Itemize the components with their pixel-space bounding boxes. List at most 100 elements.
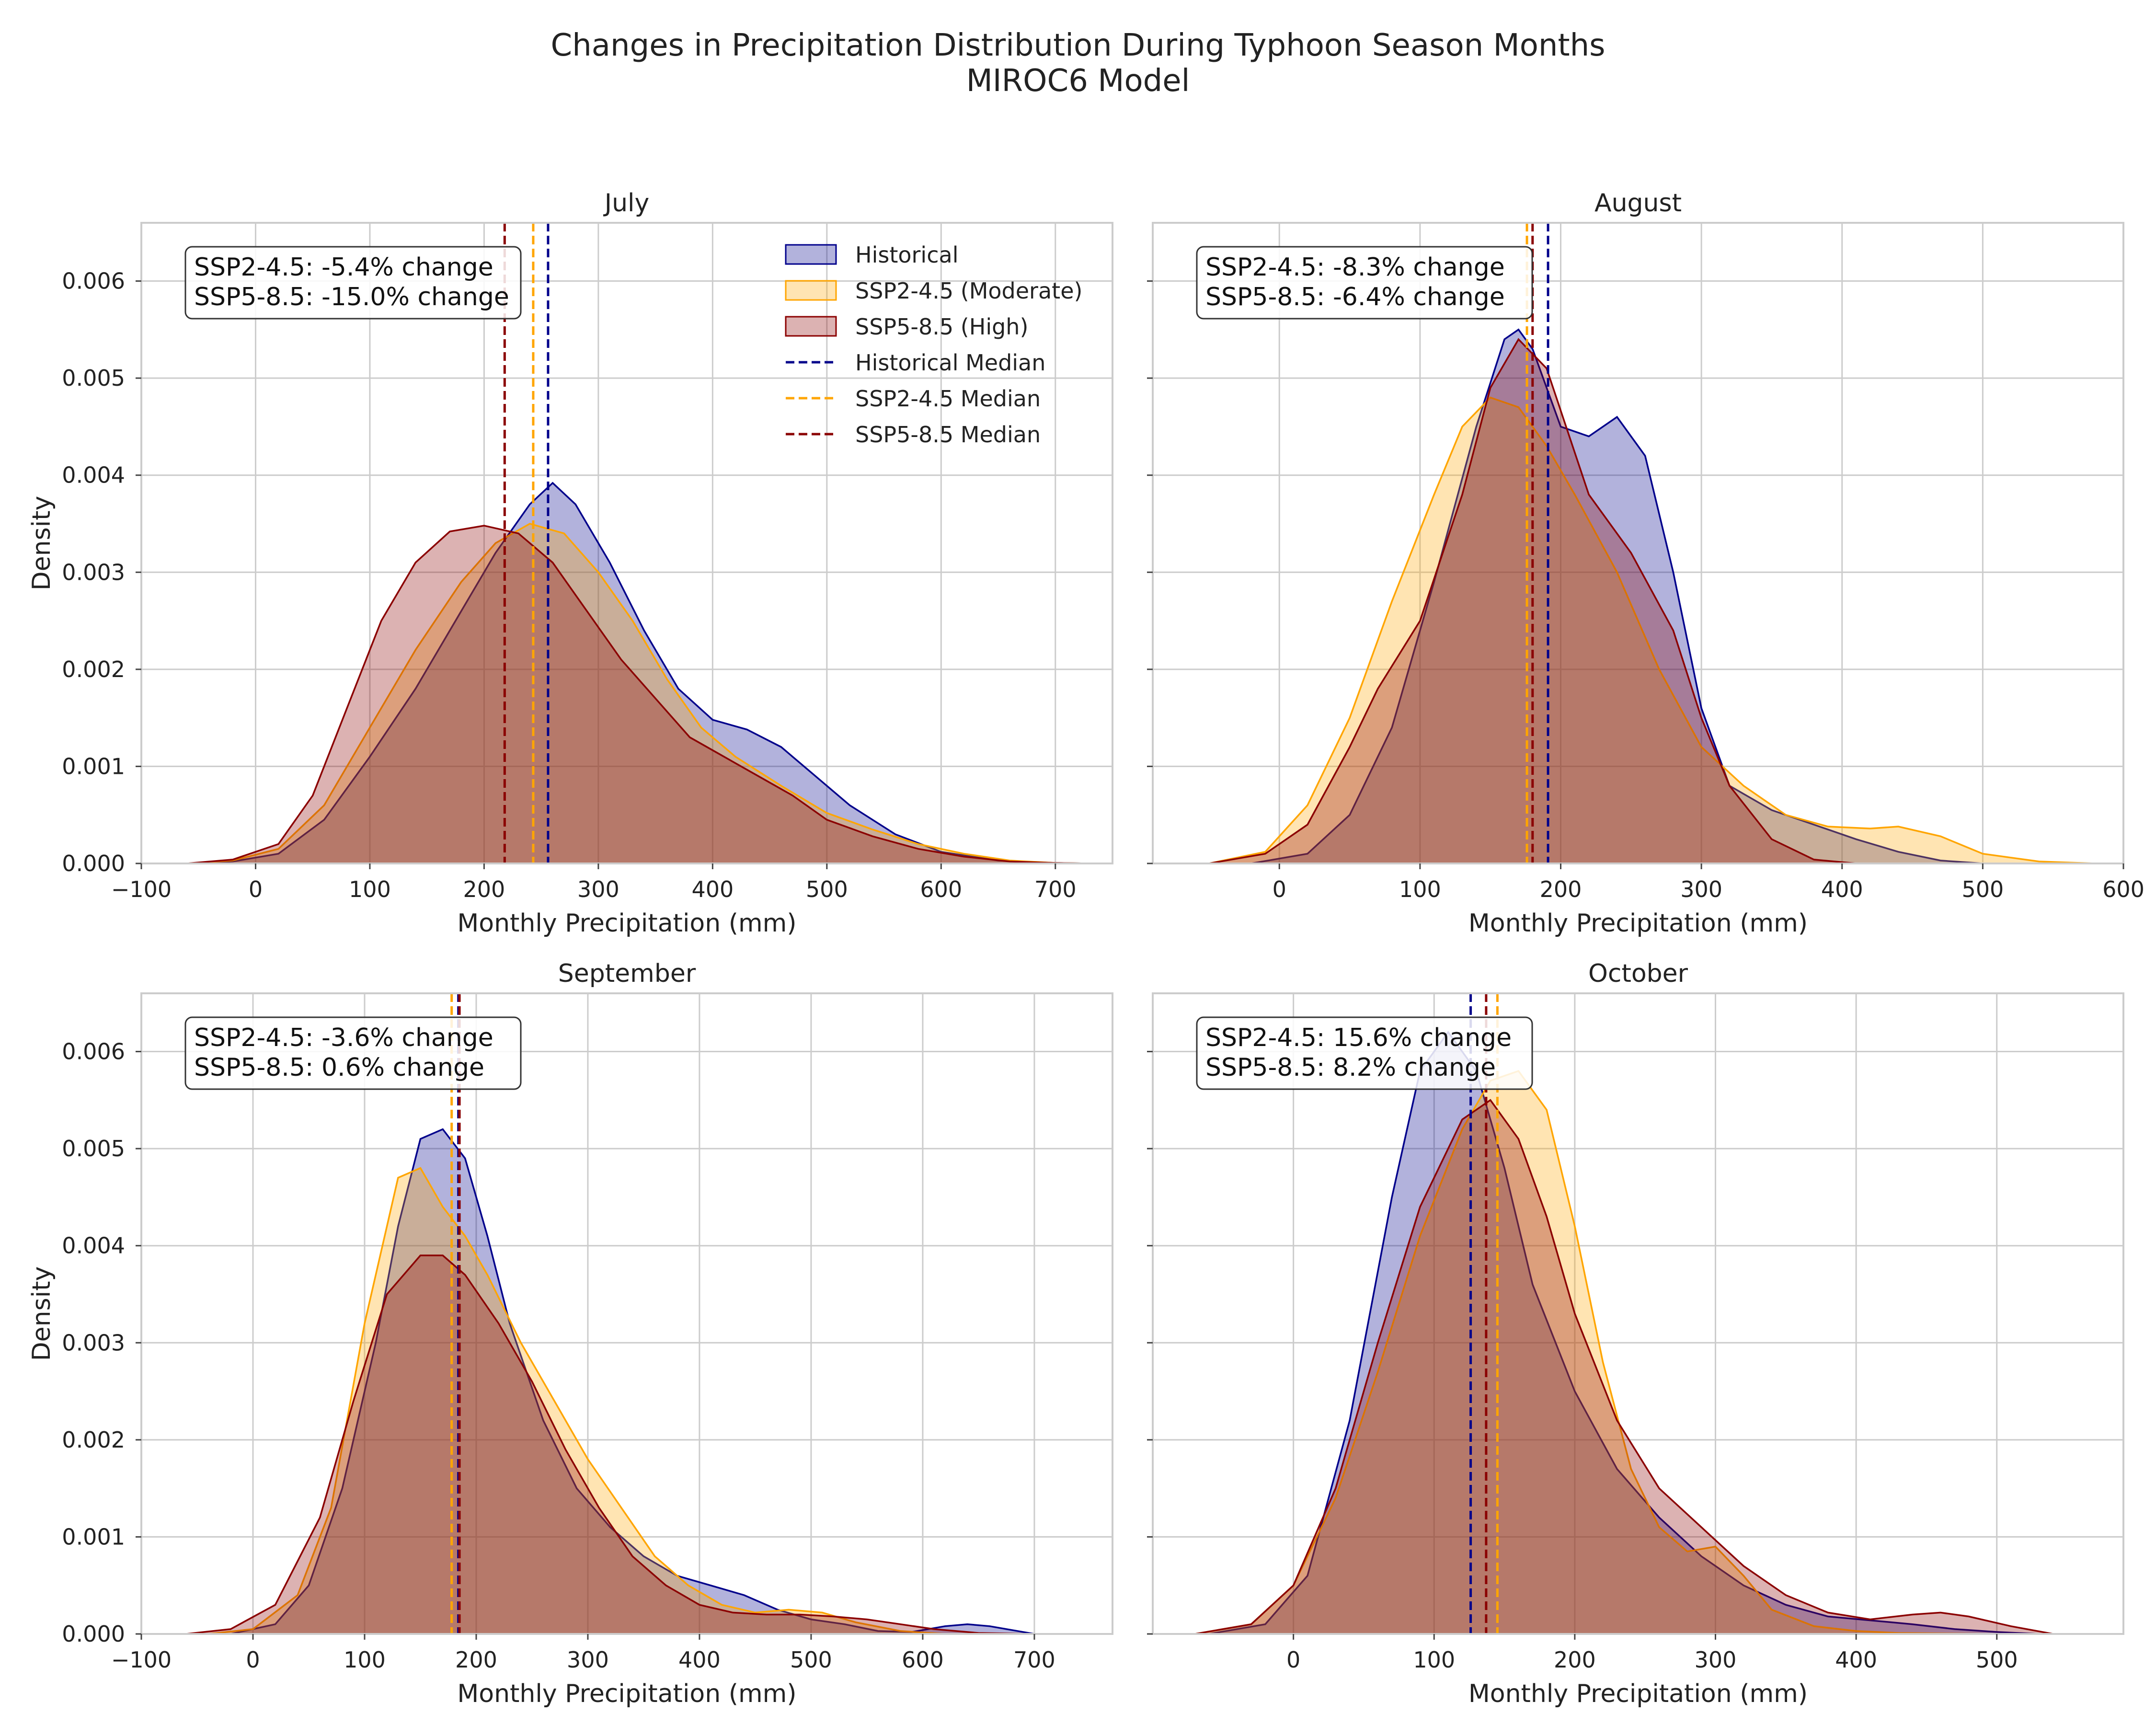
y-tick-label: 0.006 [62,1039,125,1065]
x-tick-label: −100 [111,876,172,902]
legend: Historical SSP2-4.5 (Moderate) SSP5-8.5 (H… [785,242,1082,448]
change-annotation-box [184,246,522,320]
x-tick-label: 200 [1554,1647,1596,1673]
density-area-historical [1251,329,1983,863]
x-tick-label: 0 [246,1647,260,1673]
density-area-ssp245 [1209,397,2096,863]
density-line-ssp585 [1194,1099,2053,1634]
density-line-historical [1209,1031,2039,1634]
x-tick-label: 0 [249,876,263,902]
plot-frame [140,992,1113,1635]
x-axis-label: Monthly Precipitation (mm) [457,1679,796,1708]
change-annotation-line: SSP5-8.5: -6.4% change [1205,283,1505,311]
y-tick-label: 0.005 [62,365,125,391]
panel-title: October [1588,959,1688,988]
y-tick-label: 0.002 [62,656,125,682]
x-tick-label: 700 [1013,1647,1055,1673]
legend-label: Historical Median [855,350,1045,376]
density-area-ssp245 [1195,1071,1997,1634]
density-line-ssp245 [1209,396,2096,863]
density-areas [187,223,1090,863]
plot-frame [140,222,1113,864]
density-areas [1194,993,2053,1634]
density-area-historical [1209,1032,2039,1634]
x-tick-label: 500 [1976,1647,2018,1673]
figure-subtitle: MIROC6 Model [966,63,1190,99]
legend-swatch-ssp585 [785,316,837,337]
y-tick-label: 0.003 [62,559,125,585]
panel-title: July [603,189,650,218]
x-tick-label: 500 [790,1647,832,1673]
x-tick-label: 0 [1286,1647,1300,1673]
y-tick-label: 0.003 [62,1330,125,1356]
y-tick-label: 0.000 [62,851,125,876]
density-line-ssp585 [186,1254,1034,1634]
plot-area [141,993,1112,1634]
plot-frame [1152,222,2124,864]
change-annotation-box [1196,246,1533,320]
panel-september: −100 0 100 200 300 400 500 600 700 0.000 0.001 0.00… [27,959,1113,1708]
change-annotation-line: SSP2-4.5: -3.6% change [194,1024,493,1052]
x-tick-label: 700 [1034,876,1077,902]
y-tick-label: 0.004 [62,462,125,488]
density-area-ssp245 [208,1168,945,1634]
panel-july: −100 0 100 200 300 400 500 600 700 0.000 0.001 0.00… [27,189,1113,938]
x-axis-label: Monthly Precipitation (mm) [457,909,796,938]
x-axis-label: Monthly Precipitation (mm) [1468,909,1808,938]
x-tick-label: 300 [567,1647,609,1673]
change-annotation-box [1196,1016,1533,1090]
legend-label: SSP2-4.5 Median [855,386,1041,412]
y-axis-label: Density [27,1266,56,1361]
panel-october: 0 100 200 300 400 500 October Monthly Precipita… [1147,959,2124,1708]
legend-swatch-ssp245 [785,280,837,301]
x-tick-label: 300 [1680,876,1722,902]
x-tick-label: 500 [806,876,848,902]
change-annotation-line: SSP5-8.5: 8.2% change [1205,1053,1496,1082]
density-line-ssp245 [1194,1070,1997,1634]
legend-swatch-historical [785,244,837,265]
x-tick-label: 100 [1399,876,1441,902]
x-tick-label: 400 [1835,1647,1877,1673]
change-annotation-line: SSP2-4.5: -8.3% change [1205,253,1505,282]
x-tick-label: 300 [577,876,619,902]
x-tick-label: 400 [678,1647,721,1673]
x-tick-label: 600 [2102,876,2145,902]
density-line-ssp245 [208,1167,945,1634]
density-area-historical [187,483,1090,863]
change-annotation-line: SSP5-8.5: -15.0% change [194,283,509,311]
density-areas [186,993,1035,1634]
panel-title: September [558,959,696,988]
plot-area [141,223,1112,863]
y-axis-label: Density [27,496,56,591]
density-line-ssp245 [187,523,1090,863]
x-axis-label: Monthly Precipitation (mm) [1468,1679,1808,1708]
density-areas [1209,223,2096,863]
legend-label: SSP5-8.5 Median [855,422,1041,448]
x-tick-label: −100 [111,1647,172,1673]
density-line-ssp585 [187,525,1090,863]
x-tick-label: 200 [1540,876,1582,902]
x-tick-label: 100 [1413,1647,1455,1673]
x-tick-label: 100 [349,876,391,902]
x-tick-label: 100 [344,1647,386,1673]
x-tick-label: 500 [1961,876,2004,902]
x-tick-label: 600 [902,1647,944,1673]
y-tick-label: 0.001 [62,753,125,779]
change-annotation-box [184,1016,522,1090]
x-tick-label: 400 [1821,876,1863,902]
x-tick-label: 200 [455,1647,497,1673]
legend-label: SSP2-4.5 (Moderate) [855,278,1082,304]
density-area-ssp585 [187,526,1090,863]
figure-title: Changes in Precipitation Distribution Du… [550,28,1606,63]
change-annotation-line: SSP5-8.5: 0.6% change [194,1053,484,1082]
y-tick-label: 0.002 [62,1427,125,1453]
density-line-historical [1251,328,1983,863]
change-annotation-line: SSP2-4.5: 15.6% change [1205,1024,1512,1052]
density-area-ssp245 [187,524,1090,863]
plot-frame [1152,992,2124,1635]
legend-label: Historical [855,242,958,268]
y-tick-label: 0.006 [62,268,125,294]
change-annotation-line: SSP2-4.5: -5.4% change [194,253,493,282]
